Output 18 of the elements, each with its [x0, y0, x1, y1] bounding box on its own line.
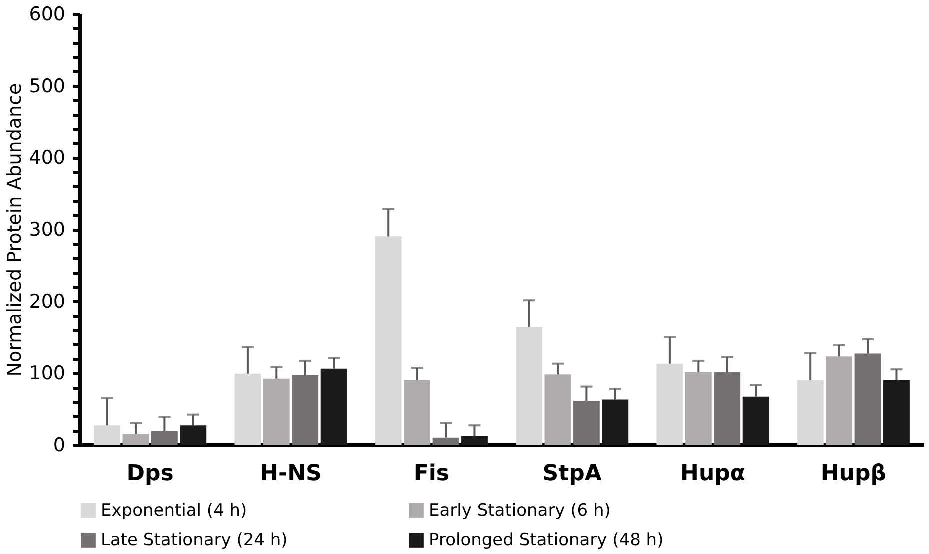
y-axis-title: Normalized Protein Abundance: [4, 83, 26, 377]
x-tick-label: StpA: [542, 462, 602, 486]
y-tick-label: 600: [29, 4, 66, 26]
x-tick-label: Hupα: [680, 462, 746, 486]
y-tick-label: 200: [29, 290, 66, 313]
x-tick-label: Dps: [126, 462, 174, 486]
x-tick-label: Fis: [414, 462, 450, 486]
x-tick-label: H-NS: [260, 462, 322, 486]
y-tick-label: 400: [29, 147, 66, 170]
legend-label: Late Stationary (24 h): [101, 530, 288, 550]
legend-label: Exponential (4 h): [101, 500, 248, 521]
legend-label: Prolonged Stationary (48 h): [429, 530, 664, 550]
y-tick-label: 300: [29, 219, 66, 241]
x-tick-label: Hupβ: [820, 462, 886, 486]
y-tick-label: 500: [29, 75, 66, 98]
legend-label: Early Stationary (6 h): [429, 500, 611, 521]
y-tick-label: 0: [53, 434, 66, 456]
y-tick-label: 100: [29, 362, 66, 385]
